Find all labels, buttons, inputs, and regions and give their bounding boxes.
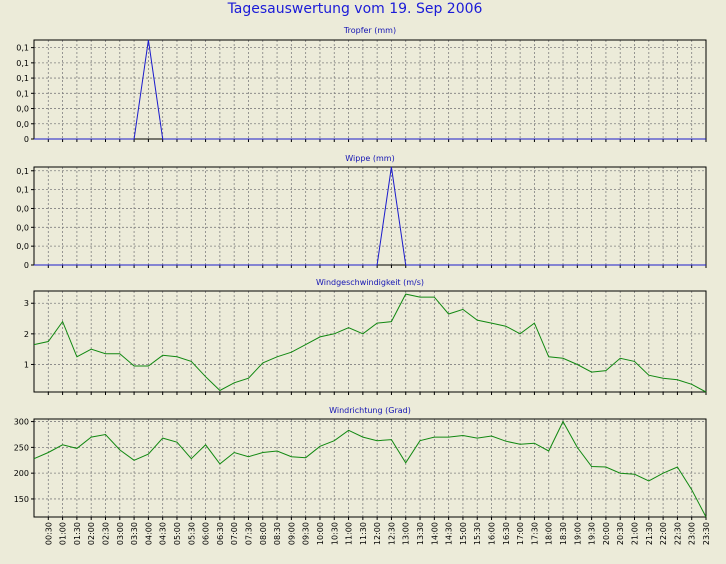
x-tick-label: 18:30 — [559, 522, 568, 545]
y-tick-label: 0 — [24, 261, 29, 270]
y-tick-label: 0,1 — [16, 89, 29, 98]
y-tick-label: 250 — [14, 443, 29, 452]
x-tick-label: 12:00 — [373, 522, 382, 545]
chart-panel-3: 1 2 3 Windgeschwindigkeit (m/s) — [24, 278, 707, 395]
page-title: Tagesauswertung vom 19. Sep 2006 — [227, 1, 483, 17]
plot-frame — [33, 418, 707, 518]
x-tick-label: 23:00 — [688, 522, 697, 545]
panel-title: Tropfer (mm) — [343, 26, 396, 35]
x-tick-label: 21:00 — [631, 522, 640, 545]
chart-panel-2: 0 0,0 0,0 0,0 0,1 0,1 Wippe (mm) — [16, 154, 707, 270]
x-tick-label: 22:00 — [659, 522, 668, 545]
x-tick-label: 14:00 — [430, 522, 439, 545]
x-tick-label: 11:30 — [359, 522, 368, 545]
panel-title: Windgeschwindigkeit (m/s) — [316, 278, 424, 287]
y-tick-label: 3 — [24, 299, 29, 308]
y-tick-label: 0,1 — [16, 167, 29, 176]
series-line — [34, 166, 706, 266]
x-tick-label: 12:30 — [387, 522, 396, 545]
x-tick-label: 02:30 — [101, 522, 110, 545]
x-tick-label: 06:00 — [202, 522, 211, 545]
x-tick-label: 01:00 — [59, 522, 68, 545]
x-tick-label: 03:30 — [130, 522, 139, 545]
x-tick-label: 17:00 — [516, 522, 525, 545]
x-tick-label: 20:30 — [616, 522, 625, 545]
x-tick-label: 13:30 — [416, 522, 425, 545]
x-tick-label: 14:30 — [445, 522, 454, 545]
y-tick-label: 0,1 — [16, 44, 29, 53]
x-axis-labels: 00:30 01:00 01:30 02:00 02:30 03:00 03:30 04:00… — [44, 522, 711, 545]
x-tick-label: 10:00 — [316, 522, 325, 545]
series-line — [33, 293, 707, 393]
x-tick-label: 08:30 — [273, 522, 282, 545]
x-tick-label: 06:30 — [216, 522, 225, 545]
x-tick-label: 05:30 — [187, 522, 196, 545]
x-tick-label: 01:30 — [73, 522, 82, 545]
y-tick-label: 0,1 — [16, 59, 29, 68]
y-tick-label: 0,1 — [16, 74, 29, 83]
x-tick-label: 15:30 — [473, 522, 482, 545]
y-tick-label: 300 — [14, 418, 29, 427]
y-tick-label: 0,0 — [16, 242, 29, 251]
plot-area — [34, 419, 706, 517]
x-tick-label: 03:00 — [116, 522, 125, 545]
plot-frame — [33, 290, 707, 393]
x-tick-label: 23:30 — [702, 522, 711, 545]
x-tick-label: 04:00 — [144, 522, 153, 545]
x-tick-label: 05:00 — [173, 522, 182, 545]
x-tick-label: 15:00 — [459, 522, 468, 545]
y-tick-label: 0,0 — [16, 223, 29, 232]
x-tick-label: 18:00 — [545, 522, 554, 545]
chart-panel-4: 150 200 250 300 Windrichtung (Grad) — [14, 406, 707, 520]
x-tick-label: 04:30 — [159, 522, 168, 545]
x-tick-label: 16:30 — [502, 522, 511, 545]
y-tick-label: 2 — [24, 330, 29, 339]
x-tick-label: 20:00 — [602, 522, 611, 545]
panel-title: Wippe (mm) — [345, 154, 394, 163]
y-tick-label: 150 — [14, 495, 29, 504]
x-tick-label: 10:30 — [330, 522, 339, 545]
y-tick-label: 0 — [24, 135, 29, 144]
y-tick-label: 200 — [14, 469, 29, 478]
x-tick-label: 07:00 — [230, 522, 239, 545]
x-tick-label: 16:00 — [488, 522, 497, 545]
x-tick-label: 00:30 — [44, 522, 53, 545]
x-tick-label: 09:00 — [287, 522, 296, 545]
plot-area — [34, 291, 706, 392]
x-tick-label: 19:00 — [573, 522, 582, 545]
series-line — [33, 420, 707, 518]
chart-panel-1: 0 0,0 0,0 0,1 0,1 0,1 0,1 Tropfer (mm) — [16, 26, 707, 144]
x-tick-label: 09:30 — [302, 522, 311, 545]
y-tick-label: 0,0 — [16, 120, 29, 129]
x-tick-label: 19:30 — [588, 522, 597, 545]
x-tick-label: 08:00 — [259, 522, 268, 545]
x-tick-label: 11:00 — [345, 522, 354, 545]
panel-title: Windrichtung (Grad) — [329, 406, 411, 415]
x-tick-label: 22:30 — [673, 522, 682, 545]
x-tick-label: 13:00 — [402, 522, 411, 545]
x-tick-label: 02:00 — [87, 522, 96, 545]
x-tick-label: 17:30 — [530, 522, 539, 545]
plot-area — [34, 167, 706, 265]
y-tick-label: 1 — [24, 360, 29, 369]
x-tick-label: 07:30 — [244, 522, 253, 545]
y-tick-label: 0,0 — [16, 204, 29, 213]
y-tick-label: 0,1 — [16, 186, 29, 195]
series-line — [34, 39, 706, 140]
x-tick-label: 21:30 — [645, 522, 654, 545]
y-tick-label: 0,0 — [16, 105, 29, 114]
